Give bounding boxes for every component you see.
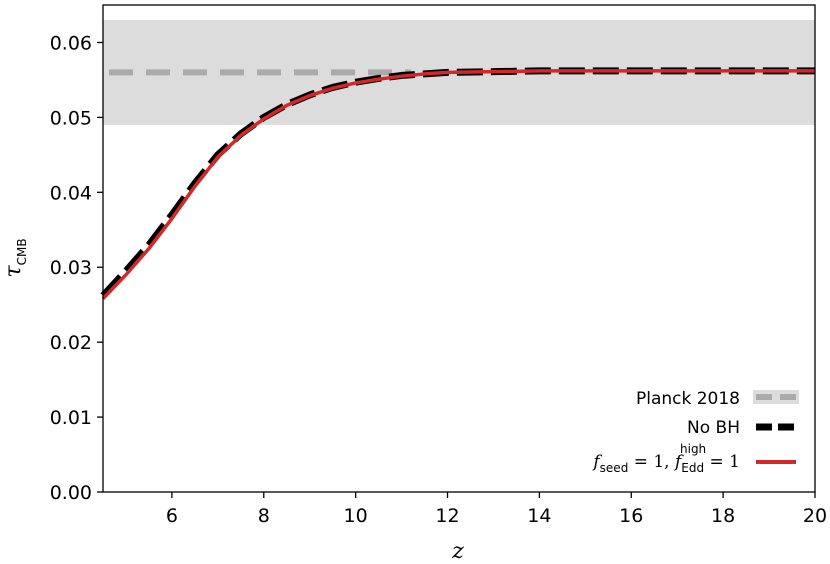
y-axis-label-sub: CMB [15, 238, 29, 265]
legend: Planck 2018 No BH fseed = 1, fEdd = 1 hi… [591, 389, 799, 475]
y-tick-label-1: 0.01 [50, 407, 92, 429]
axes: 6 8 10 12 14 16 18 20 0.00 0.01 0.02 0.03 0.04 0.05 0.… [50, 4, 827, 527]
y-axis-label: τCMB [1, 238, 29, 277]
x-tick-label-20: 20 [803, 505, 827, 527]
legend-label-nobh: No BH [687, 418, 740, 438]
y-tick-label-3: 0.03 [50, 257, 92, 279]
x-tick-label-16: 16 [619, 505, 643, 527]
y-tick-label-5: 0.05 [50, 107, 92, 129]
legend-swatch-planck-bg [753, 390, 799, 404]
y-tick-label-6: 0.06 [50, 32, 92, 54]
x-tick-label-10: 10 [344, 505, 368, 527]
x-tick-label-8: 8 [258, 505, 270, 527]
series-line-model [101, 69, 815, 300]
x-tick-label-14: 14 [527, 505, 551, 527]
x-axis-label: z [451, 539, 464, 564]
x-tick-label-6: 6 [166, 505, 178, 527]
svg-text:τCMB: τCMB [1, 238, 29, 277]
y-tick-label-0: 0.00 [50, 482, 92, 504]
y-axis-label-main: τ [1, 265, 26, 278]
x-tick-label-12: 12 [435, 505, 459, 527]
y-tick-label-4: 0.04 [50, 182, 92, 204]
legend-label-model: fseed = 1, fEdd = 1 [591, 452, 740, 475]
y-tick-label-2: 0.02 [50, 332, 92, 354]
legend-label-model-sup: high [680, 442, 706, 456]
x-tick-label-18: 18 [711, 505, 735, 527]
legend-label-planck: Planck 2018 [636, 389, 740, 409]
series-layer [100, 67, 815, 300]
plot-frame [102, 4, 816, 493]
